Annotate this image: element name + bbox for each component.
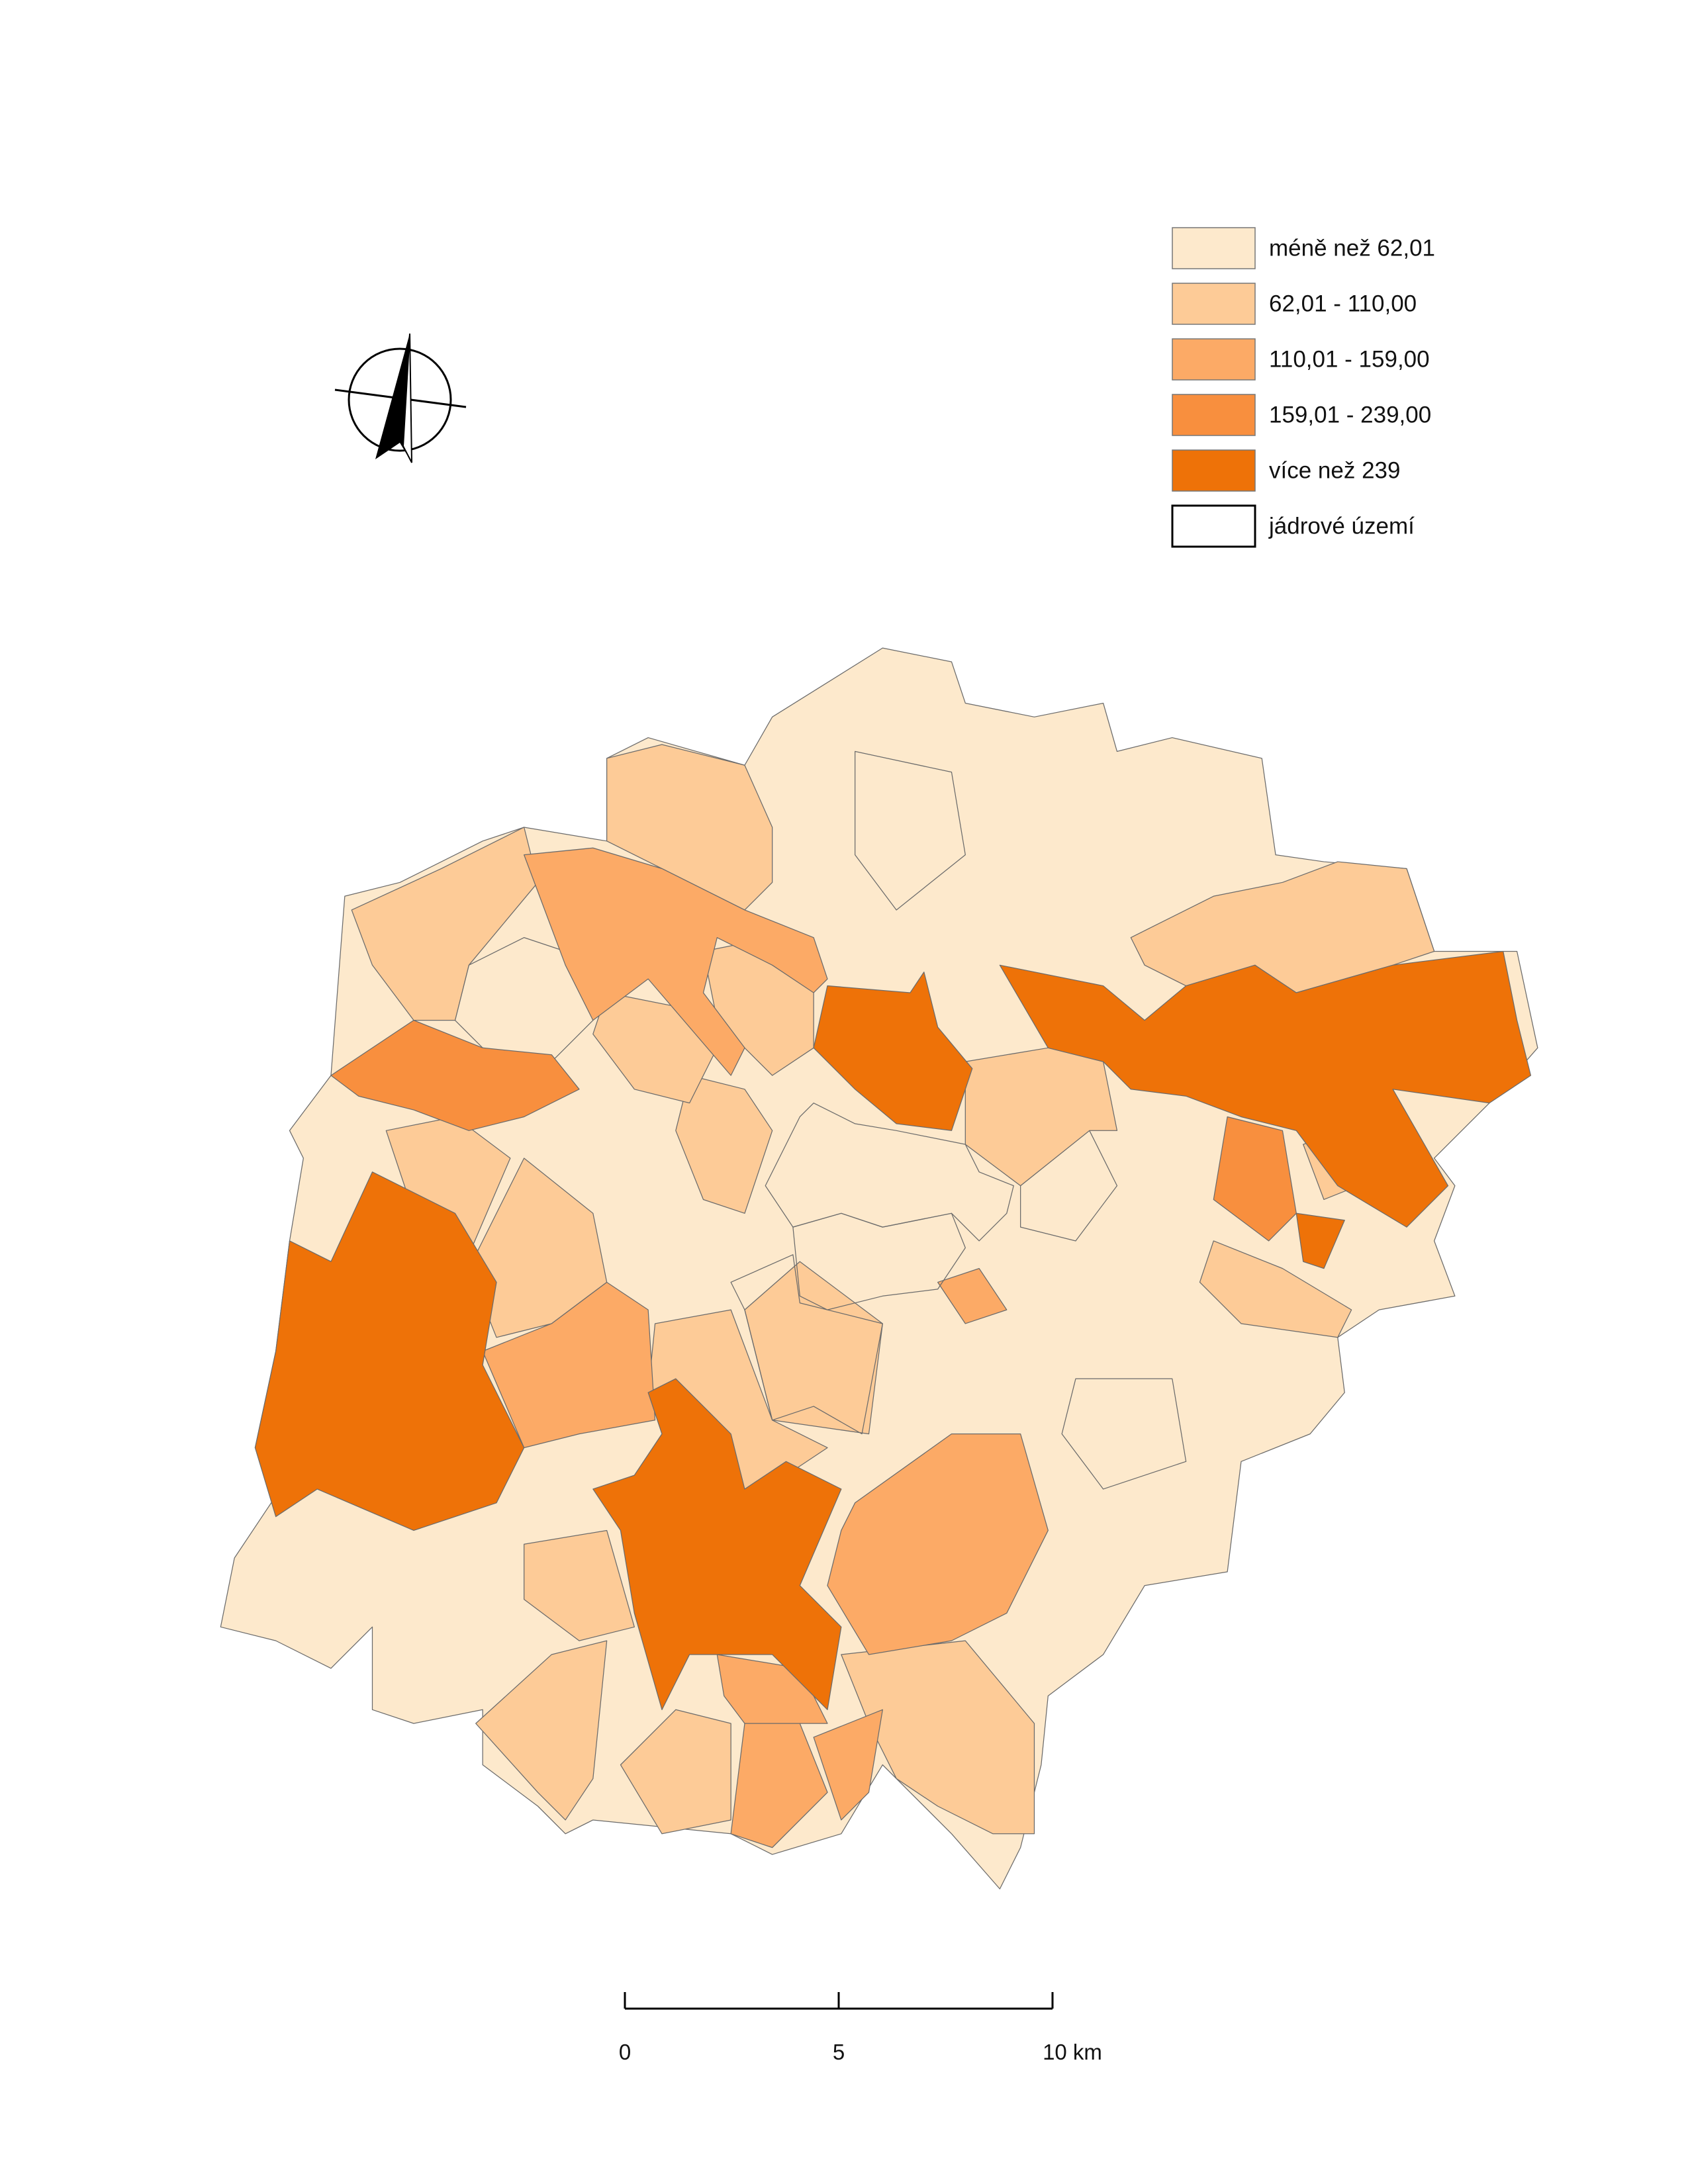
- region: [254, 1171, 525, 1531]
- region: [841, 1640, 1035, 1835]
- legend-label: 62,01 - 110,00: [1269, 291, 1417, 316]
- north-arrow: [334, 333, 467, 463]
- legend-swatch: [1172, 449, 1256, 492]
- legend-label: jádrové území: [1268, 513, 1415, 539]
- region: [675, 1075, 773, 1214]
- region: [351, 827, 539, 1021]
- region: [1295, 1212, 1345, 1269]
- scale-label: 5: [833, 2040, 845, 2064]
- region: [524, 1529, 635, 1641]
- region: [1199, 1240, 1352, 1338]
- region: [620, 1709, 731, 1835]
- region: [855, 751, 966, 911]
- legend-swatch: [1172, 227, 1256, 269]
- legend-label: více než 239: [1269, 457, 1400, 483]
- region: [827, 1433, 1049, 1655]
- scale-label: 0: [619, 2040, 631, 2064]
- region: [482, 1281, 656, 1449]
- region: [524, 847, 828, 1076]
- legend-label: 159,01 - 239,00: [1269, 402, 1431, 428]
- legend: méně než 62,01 62,01 - 110,00 110,01 - 159…: [1171, 227, 1435, 548]
- legend-swatch: [1171, 504, 1256, 548]
- legend-swatch: [1172, 394, 1256, 436]
- legend-swatch: [1172, 283, 1256, 325]
- region: [813, 972, 973, 1131]
- core-territory: [730, 1103, 1014, 1435]
- region: [592, 1378, 842, 1710]
- region: [606, 744, 773, 911]
- region: [937, 1268, 1008, 1324]
- region: [1061, 1378, 1187, 1490]
- region: [999, 950, 1532, 1228]
- region: [454, 937, 594, 1062]
- region: [813, 1709, 883, 1821]
- scale-bar: [624, 1992, 1054, 2010]
- scale-label: 10 km: [1043, 2040, 1102, 2064]
- region: [730, 1723, 828, 1848]
- legend-label: méně než 62,01: [1269, 235, 1435, 261]
- map: [220, 647, 1538, 1889]
- region: [1213, 1116, 1297, 1242]
- region: [1130, 861, 1435, 993]
- legend-swatch: [1172, 338, 1256, 381]
- region: [475, 1640, 608, 1821]
- legend-label: 110,01 - 159,00: [1269, 346, 1430, 372]
- region: [330, 1020, 580, 1131]
